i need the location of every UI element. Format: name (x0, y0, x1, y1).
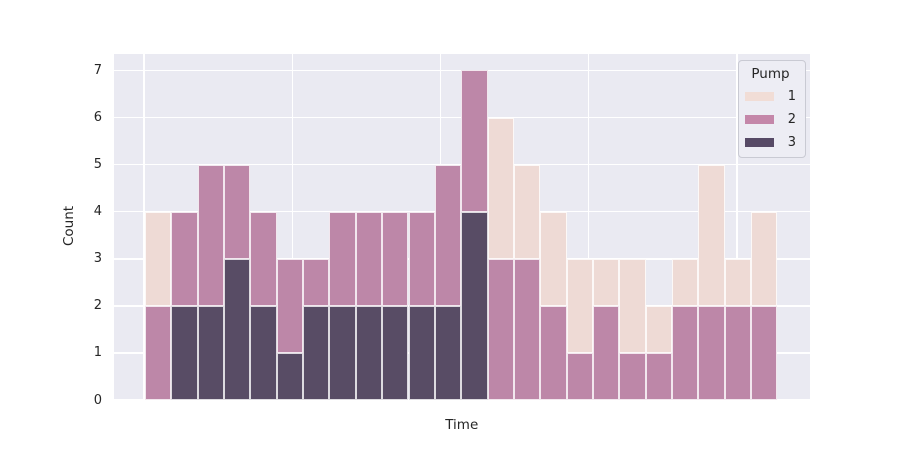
bar-segment-pump2-bin23 (724, 305, 752, 400)
legend-rows: 1 2 3 (745, 85, 796, 154)
y-tick-label-2: 2 (93, 298, 102, 314)
bar-segment-pump1-bin18 (592, 258, 620, 306)
bar-segment-pump3-bin3 (197, 305, 225, 400)
gridline-y-7 (113, 69, 810, 72)
bar-segment-pump2-bin15 (513, 258, 541, 400)
bar-segment-pump2-bin10 (382, 211, 409, 306)
bar-segment-pump1-bin24 (751, 211, 778, 306)
bar-segment-pump2-bin3 (197, 164, 225, 306)
bar-segment-pump2-bin1 (145, 305, 172, 400)
bar-segment-pump1-bin1 (145, 211, 172, 306)
gridline-x-1 (291, 53, 293, 400)
bar-segment-pump3-bin13 (461, 211, 488, 400)
y-tick-label-6: 6 (93, 110, 102, 126)
bar-segment-pump2-bin22 (698, 305, 725, 400)
legend-entry-label: 3 (787, 135, 796, 150)
bar-segment-pump2-bin2 (171, 211, 198, 306)
y-tick-label-0: 0 (93, 392, 102, 408)
plot-area: Pump 1 2 3 (113, 53, 811, 400)
legend-entry-label: 1 (787, 89, 796, 104)
bar-segment-pump3-bin10 (382, 305, 409, 400)
legend-title: Pump (751, 66, 790, 82)
bar-segment-pump3-bin2 (171, 305, 198, 400)
legend-entry-2: 2 (745, 108, 796, 131)
bar-segment-pump3-bin12 (434, 305, 462, 400)
bar-segment-pump2-bin12 (434, 164, 462, 306)
bar-segment-pump1-bin19 (619, 258, 646, 353)
bar-segment-pump1-bin21 (672, 258, 699, 306)
gridline-x-3 (587, 53, 590, 400)
bar-segment-pump3-bin8 (329, 305, 356, 400)
y-tick-label-7: 7 (93, 62, 102, 78)
legend: Pump 1 2 3 (738, 60, 806, 158)
bar-segment-pump1-bin16 (540, 211, 567, 306)
bar-segment-pump1-bin17 (566, 258, 593, 353)
y-tick-label-4: 4 (93, 204, 102, 220)
bar-segment-pump2-bin7 (303, 258, 330, 306)
bar-segment-pump3-bin6 (276, 352, 304, 400)
bar-segment-pump3-bin5 (250, 305, 277, 400)
y-axis-label: Count (61, 205, 77, 247)
legend-swatch-3 (745, 138, 774, 147)
bar-segment-pump2-bin4 (224, 164, 251, 259)
legend-entry-label: 2 (787, 112, 796, 127)
bar-segment-pump2-bin20 (645, 352, 672, 400)
bar-segment-pump2-bin18 (592, 305, 620, 400)
bar-segment-pump2-bin17 (566, 352, 593, 400)
bar-segment-pump2-bin24 (751, 305, 778, 400)
bar-segment-pump3-bin9 (355, 305, 383, 400)
bar-segment-pump2-bin21 (672, 305, 699, 400)
x-axis-label: Time (445, 417, 479, 433)
legend-swatch-1 (745, 92, 774, 101)
legend-entry-3: 3 (745, 131, 796, 154)
bar-segment-pump1-bin20 (645, 305, 672, 353)
legend-entry-1: 1 (745, 85, 796, 108)
bar-segment-pump1-bin22 (698, 164, 725, 306)
gridline-x-4 (736, 53, 738, 400)
y-tick-label-3: 3 (93, 251, 102, 267)
bar-segment-pump2-bin5 (250, 211, 277, 306)
bar-segment-pump1-bin14 (487, 117, 514, 259)
bar-segment-pump2-bin13 (461, 70, 488, 212)
bar-segment-pump2-bin8 (329, 211, 356, 306)
bar-segment-pump2-bin14 (487, 258, 514, 400)
bar-segment-pump3-bin7 (303, 305, 330, 400)
bar-segment-pump2-bin11 (408, 211, 435, 306)
histogram-bars (114, 54, 811, 400)
y-tick-label-5: 5 (93, 157, 102, 173)
y-tick-label-1: 1 (93, 345, 102, 361)
bar-segment-pump2-bin19 (619, 352, 646, 400)
bar-segment-pump2-bin6 (276, 258, 304, 353)
legend-swatch-2 (745, 115, 774, 124)
bar-segment-pump2-bin16 (540, 305, 567, 400)
bar-segment-pump3-bin11 (408, 305, 435, 400)
gridline-x-0 (143, 53, 145, 400)
bar-segment-pump1-bin15 (513, 164, 541, 259)
bar-segment-pump1-bin23 (724, 258, 752, 306)
bar-segment-pump3-bin4 (224, 258, 251, 400)
bar-segment-pump2-bin9 (355, 211, 383, 306)
